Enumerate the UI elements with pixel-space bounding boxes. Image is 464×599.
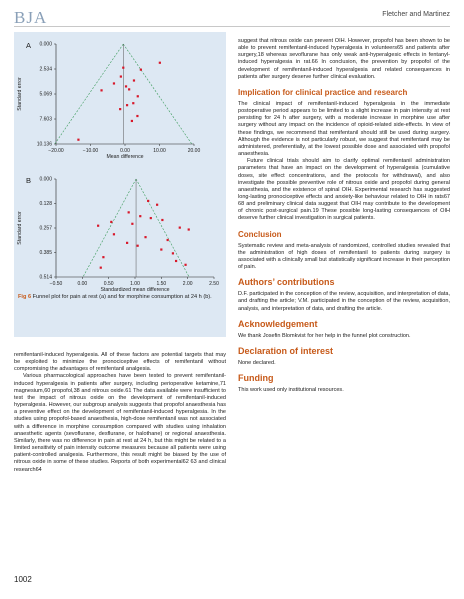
y-tick-label: 10.136 xyxy=(37,142,53,148)
funnel-right-limit xyxy=(135,178,190,278)
study-point xyxy=(161,218,164,222)
study-point xyxy=(126,241,129,244)
section-heading-implication: Implication for clinical practice and re… xyxy=(238,87,408,97)
paragraph: D.F. participated in the conception of t… xyxy=(238,291,450,312)
caption-text: Funnel plot for pain at rest (a) and for… xyxy=(32,294,212,300)
x-tick-label: 1.00 xyxy=(130,281,140,287)
x-tick-label: 20.00 xyxy=(188,148,201,154)
section-heading-funding: Funding xyxy=(238,373,274,383)
study-point xyxy=(132,102,135,105)
study-point xyxy=(144,236,147,239)
study-point xyxy=(184,263,187,266)
study-point xyxy=(156,203,159,206)
y-tick-label: 2.534 xyxy=(39,67,52,73)
study-point xyxy=(124,85,128,88)
study-point xyxy=(100,89,103,92)
x-axis-label: Standardized mean difference xyxy=(100,287,169,293)
study-point xyxy=(166,238,169,242)
study-point xyxy=(128,88,131,91)
study-point xyxy=(136,95,139,98)
study-point xyxy=(119,75,122,78)
study-point xyxy=(131,222,134,225)
x-tick-label: 0.00 xyxy=(77,281,87,287)
x-tick-label: 0.00 xyxy=(120,148,130,154)
study-point xyxy=(136,244,139,247)
y-axis-label: Standard error xyxy=(17,77,23,111)
paragraph: Systematic review and meta-analysis of r… xyxy=(238,242,450,271)
x-axis-label: Mean difference xyxy=(106,154,143,160)
study-point xyxy=(127,211,130,214)
study-point xyxy=(139,215,142,218)
header-rule xyxy=(14,26,450,27)
study-point xyxy=(102,256,105,259)
paragraph: remifentanil-induced hyperalgesia. All o… xyxy=(14,352,226,373)
y-tick-label: 0.257 xyxy=(39,226,52,232)
study-point xyxy=(178,226,181,229)
study-point xyxy=(160,248,163,251)
caption-label: Fig 6 xyxy=(18,294,32,300)
left-column: remifentanil-induced hyperalgesia. All o… xyxy=(14,352,226,474)
study-point xyxy=(77,138,80,141)
x-tick-label: −20.00 xyxy=(48,148,64,154)
funnel-right-limit xyxy=(123,43,193,145)
y-tick-label: 7.603 xyxy=(39,117,52,123)
paragraph: None declared. xyxy=(238,359,276,366)
panel-label: A xyxy=(26,41,31,50)
study-point xyxy=(119,108,122,111)
study-point xyxy=(122,66,125,69)
study-point xyxy=(112,82,116,85)
study-point xyxy=(147,199,150,203)
x-tick-label: 2.50 xyxy=(209,281,219,287)
study-point xyxy=(99,266,102,269)
paragraph: We thank Josefin Blomkvist for her help … xyxy=(238,332,411,339)
section-heading-conclusion: Conclusion xyxy=(238,229,282,239)
x-tick-label: −10.00 xyxy=(83,148,99,154)
figure-caption: Fig 6 Funnel plot for pain at rest (a) a… xyxy=(18,294,222,301)
study-point xyxy=(139,68,142,71)
right-column: suggest that nitrous oxide can prevent O… xyxy=(238,38,450,394)
journal-logo: BJA xyxy=(14,8,48,27)
y-tick-label: 5.069 xyxy=(39,92,52,98)
y-tick-label: 0.000 xyxy=(39,42,52,48)
paragraph: This work used only institutional resour… xyxy=(238,387,344,393)
funnel-plot-panel-b: B 0.000 0.128 0.257 0.385 0.514−0.50 0.00 0.50 1… xyxy=(17,176,219,293)
paragraph: Future clinical trials should aim to cla… xyxy=(238,158,450,222)
section-heading-contributions: Authors’ contributions xyxy=(238,277,335,288)
study-point xyxy=(174,259,178,263)
study-point xyxy=(97,224,100,227)
paragraph: The clinical impact of remifentanil-indu… xyxy=(238,100,450,158)
study-point xyxy=(110,220,113,223)
y-axis-label: Standard error xyxy=(17,211,23,245)
y-tick-label: 0.514 xyxy=(39,275,52,281)
running-header-authors: Fletcher and Martinez xyxy=(382,11,450,18)
paragraph: Various pharmacological approaches have … xyxy=(14,373,226,473)
study-point xyxy=(130,119,133,123)
panel-label: B xyxy=(26,176,31,185)
funnel-plots: A 0.000 2.534 5.069 7.603 10.136−20.00 −10.00 0… xyxy=(17,41,219,293)
x-tick-label: 2.00 xyxy=(183,281,193,287)
x-tick-label: 10.00 xyxy=(153,148,166,154)
x-tick-label: −0.50 xyxy=(50,281,63,287)
study-point xyxy=(158,61,161,64)
figure-6: A 0.000 2.534 5.069 7.603 10.136 −20.00 −10.00 0… xyxy=(14,32,226,337)
study-point xyxy=(132,79,136,82)
study-point xyxy=(136,114,139,118)
page-number: 1002 xyxy=(14,575,32,584)
study-point xyxy=(125,104,129,107)
y-tick-label: 0.000 xyxy=(39,177,52,183)
study-point xyxy=(112,233,116,236)
x-tick-label: 1.50 xyxy=(156,281,166,287)
section-heading-acknowledgement: Acknowledgement xyxy=(238,318,318,329)
funnel-plot-panel-a: A 0.000 2.534 5.069 7.603 10.136−20.00 −10.00 0… xyxy=(17,41,200,160)
y-tick-label: 0.128 xyxy=(39,201,52,207)
study-point xyxy=(171,252,175,255)
funnel-left-limit xyxy=(54,43,124,145)
paragraph: suggest that nitrous oxide can prevent O… xyxy=(238,38,450,80)
section-heading-declaration: Declaration of interest xyxy=(238,345,334,356)
x-tick-label: 0.50 xyxy=(104,281,114,287)
funnel-left-limit xyxy=(82,178,137,278)
y-tick-label: 0.385 xyxy=(39,250,52,256)
study-point xyxy=(149,216,152,220)
study-point xyxy=(187,228,190,231)
